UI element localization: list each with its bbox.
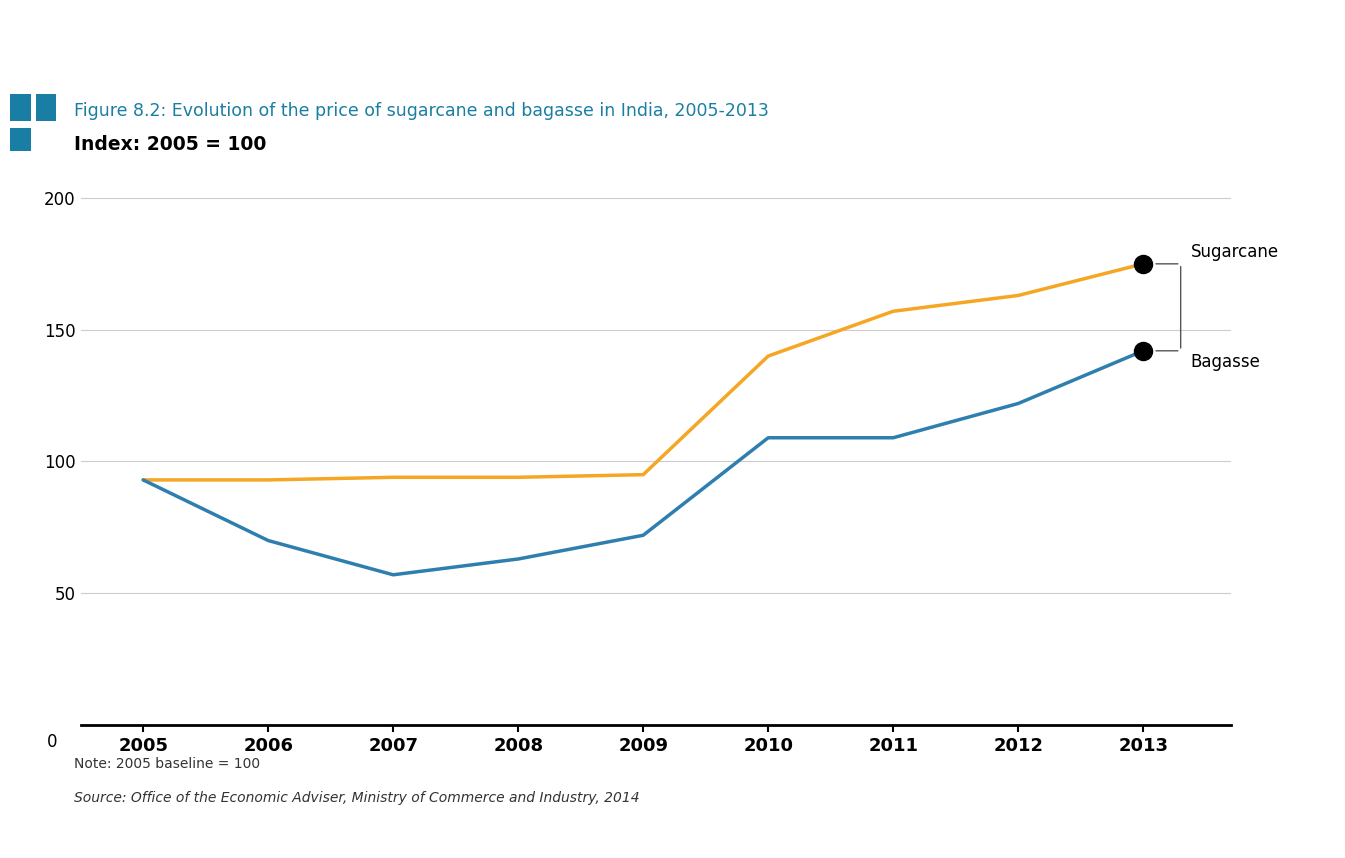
Text: Bagasse: Bagasse [1190, 353, 1260, 372]
Text: IRENA: IRENA [1221, 29, 1317, 57]
Bar [11, 12, 35, 40]
Text: RENEWABLE POWER GENERATION COSTS IN 2014: RENEWABLE POWER GENERATION COSTS IN 2014 [97, 35, 636, 55]
Bar [11, 54, 35, 74]
Text: Note: 2005 baseline = 100: Note: 2005 baseline = 100 [74, 757, 260, 770]
Text: Index: 2005 = 100: Index: 2005 = 100 [74, 136, 266, 154]
Bar [42, 54, 66, 74]
Bar [35, 94, 56, 121]
Text: Sugarcane: Sugarcane [1190, 243, 1279, 261]
Bar [42, 12, 66, 40]
Text: Source: Office of the Economic Adviser, Ministry of Commerce and Industry, 2014: Source: Office of the Economic Adviser, … [74, 791, 640, 805]
Bar [9, 94, 31, 121]
Text: Figure 8.2: Evolution of the price of sugarcane and bagasse in India, 2005-2013: Figure 8.2: Evolution of the price of su… [74, 102, 769, 120]
Bar [9, 128, 31, 151]
Text: 0: 0 [47, 734, 58, 751]
Text: International Renewable Energy Agency: International Renewable Energy Agency [1221, 72, 1345, 81]
